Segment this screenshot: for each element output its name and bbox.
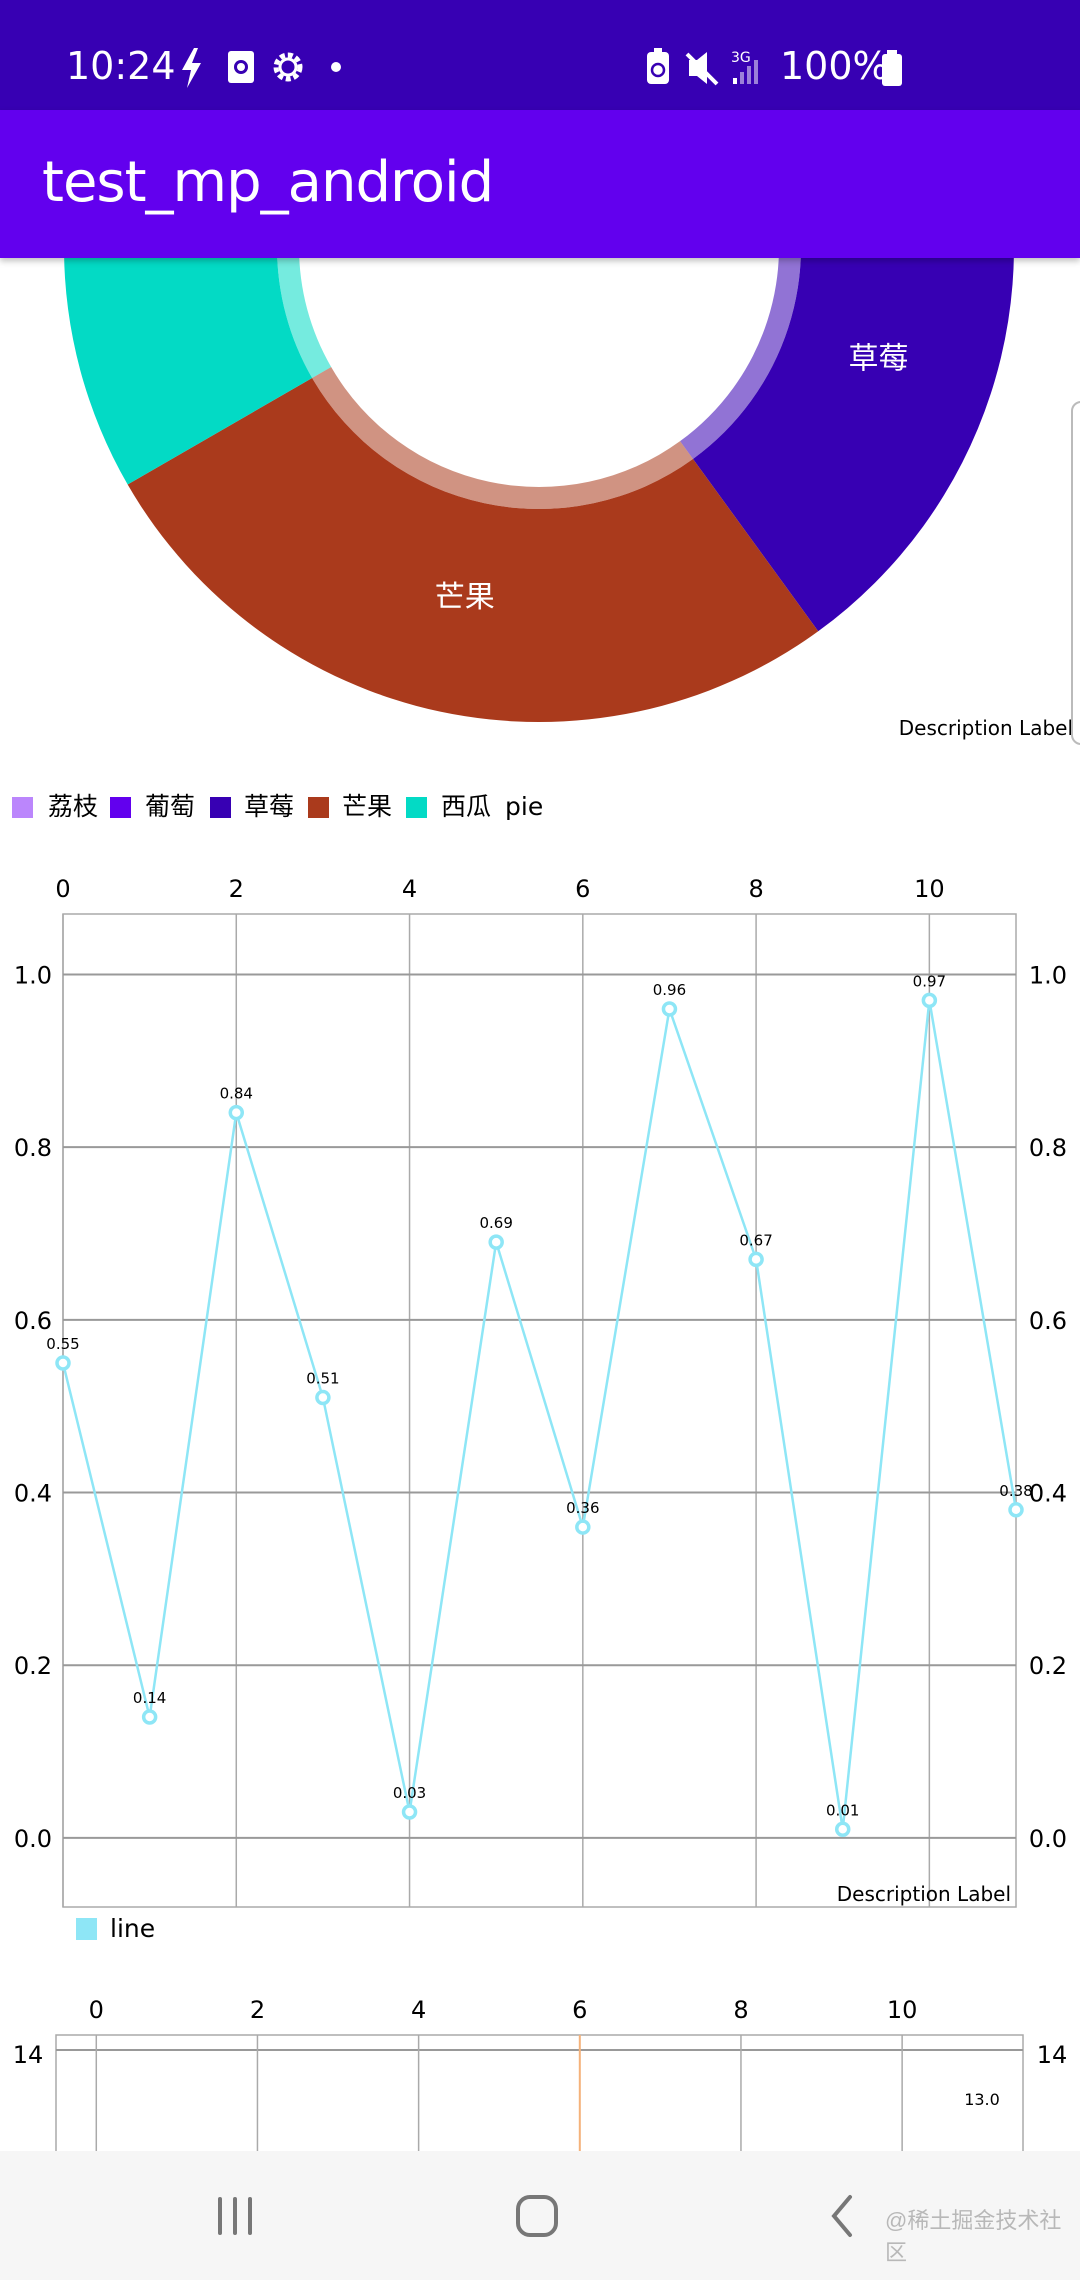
legend-swatch-watermelon [406,797,427,818]
legend-swatch-lychee [12,797,33,818]
navigation-bar: @稀土掘金技术社区 [0,2151,1080,2280]
screen-record-icon [228,51,254,83]
line-data-label: 0.97 [913,972,946,990]
line-data-label: 0.36 [566,1499,599,1517]
dot-icon [331,62,341,72]
line-x-tick-label: 10 [914,875,945,903]
pie-slice-highlight-ring-mango [312,367,693,510]
line-chart-border [62,913,1017,1908]
battery-icon [882,50,902,86]
legend-label-line: line [110,1914,156,1943]
recent-apps-icon[interactable] [210,2193,260,2237]
line-x-tick-label: 4 [402,875,417,903]
line-data-label: 0.84 [220,1085,253,1103]
line-data-label: 0.67 [739,1231,772,1249]
line-data-point[interactable] [921,992,938,1009]
app-bar: test_mp_android [0,110,1080,258]
line-data-label: 0.55 [46,1335,79,1353]
bar-x-tick-label: 0 [89,1996,104,2024]
legend-swatch-line [76,1918,97,1940]
line-y-tick-label-left: 0.0 [14,1825,52,1853]
line-y-tick-label-right: 0.6 [1029,1307,1067,1335]
line-x-tick-label: 8 [748,875,763,903]
line-y-tick-label-left: 0.8 [14,1134,52,1162]
status-bar: 10:24 3G 100% [0,0,1080,110]
battery-percent: 100% [780,44,889,88]
bar-chart-partial[interactable]: 0 2 4 6 8 10 14 14 13.0 [0,1980,1080,2155]
legend-label-mango: 芒果 [342,792,393,821]
line-chart[interactable]: 0 2 4 6 8 10 0.0 0.0 0.2 0.2 0.4 0.4 0.6 0.6 0.8 0.8 1.0… [0,860,1080,1920]
legend-label-pie: pie [505,792,544,821]
pie-description-label: Description Label [898,716,1073,740]
line-y-tick-label-right: 0.2 [1029,1652,1067,1680]
line-description-label: Description Label [836,1882,1011,1906]
app-title: test_mp_android [42,150,494,215]
bar-x-tick-label: 8 [733,1996,748,2024]
pie-slice-label-mango: 芒果 [435,580,495,615]
bar-x-tick-label: 10 [887,1996,918,2024]
line-y-tick-label-right: 1.0 [1029,961,1067,989]
bar-y-tick-left: 14 [13,2041,44,2069]
line-data-label: 0.14 [133,1689,166,1707]
line-data-point[interactable] [575,1519,591,1535]
bar-chart-border [55,2034,1024,2155]
pie-legend: 荔枝 葡萄 草莓 芒果 西瓜 pie [0,792,800,824]
status-time: 10:24 [66,44,176,88]
line-data-point[interactable] [228,1104,245,1121]
line-data-point[interactable] [748,1251,764,1268]
status-right-icons: 3G [647,48,758,86]
bar-y-tick-right: 14 [1037,2041,1068,2069]
line-data-label: 0.03 [393,1784,426,1802]
status-left-icons [182,48,341,88]
legend-label-grape: 葡萄 [145,792,196,821]
line-data-label: 0.38 [999,1482,1032,1500]
battery-saver-icon [647,48,669,84]
bar-x-tick-label: 6 [572,1996,587,2024]
svg-text:3G: 3G [731,50,751,66]
line-series-line [61,1000,1018,1830]
pie-slice-label-strawberry: 草莓 [849,341,909,376]
line-x-tick-label: 2 [229,875,244,903]
line-data-label: 0.01 [826,1801,859,1819]
line-data-point[interactable] [1008,1502,1024,1518]
line-data-label: 0.51 [306,1370,339,1388]
line-y-tick-label-right: 0.8 [1029,1134,1067,1162]
line-data-point[interactable] [488,1234,504,1250]
home-icon[interactable] [514,2193,560,2239]
line-data-label: 0.69 [479,1214,512,1232]
side-scroll-handle[interactable] [1071,401,1080,745]
flash-icon [182,48,201,88]
line-data-point[interactable] [661,1001,678,1017]
gear-icon [273,52,303,82]
line-x-tick-label: 0 [55,875,70,903]
legend-swatch-mango [308,797,329,818]
legend-label-watermelon: 西瓜 [441,792,492,821]
line-y-tick-label-left: 1.0 [14,961,52,989]
line-data-point[interactable] [141,1709,158,1725]
bar-x-tick-label: 2 [250,1996,265,2024]
line-x-tick-label: 6 [575,875,590,903]
bar-value-label: 13.0 [964,2090,1000,2109]
watermark: @稀土掘金技术社区 [885,2208,1062,2265]
legend-label-lychee: 荔枝 [48,792,99,821]
legend-swatch-grape [110,797,131,818]
line-data-point[interactable] [834,1821,851,1838]
line-y-tick-label-right: 0.0 [1029,1825,1067,1853]
line-data-point[interactable] [55,1355,71,1371]
line-y-tick-label-left: 0.2 [14,1652,52,1680]
bar-x-tick-label: 4 [411,1996,426,2024]
mute-icon [685,52,719,86]
line-y-tick-label-left: 0.6 [14,1307,52,1335]
line-y-tick-label-left: 0.4 [14,1480,52,1508]
pie-slice-mango[interactable] [127,378,819,722]
line-y-tick-label-right: 0.4 [1029,1480,1067,1508]
line-data-point[interactable] [315,1389,331,1406]
signal-3g-icon: 3G [731,50,758,84]
line-data-label: 0.96 [653,981,686,999]
legend-label-strawberry: 草莓 [244,792,295,821]
back-icon[interactable] [822,2193,858,2239]
legend-swatch-strawberry [210,797,231,818]
line-data-point[interactable] [401,1804,418,1820]
